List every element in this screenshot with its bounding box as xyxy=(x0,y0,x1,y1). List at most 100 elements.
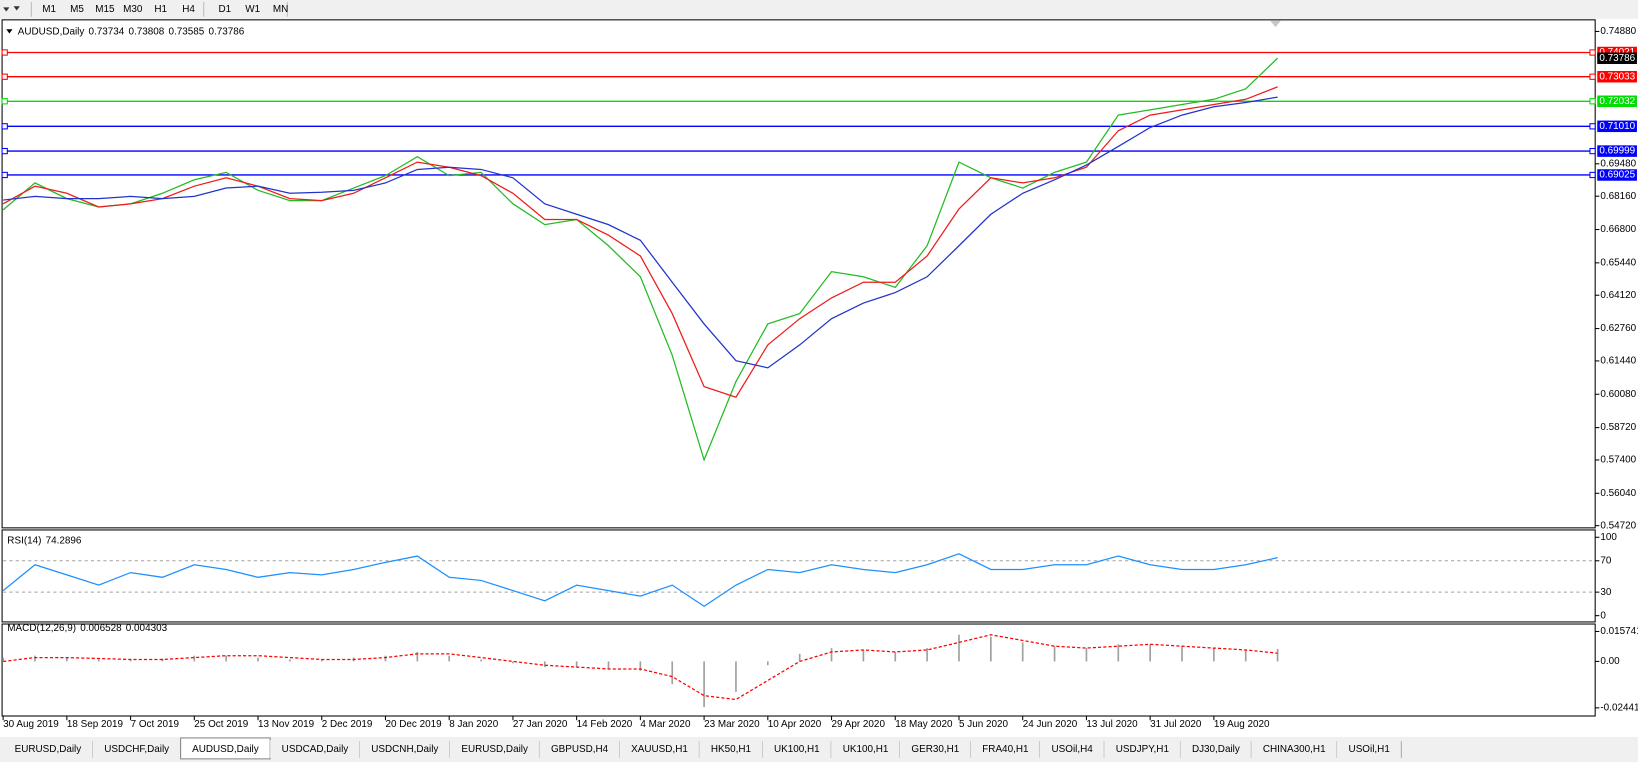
timeframe-button[interactable]: H4 xyxy=(182,4,195,15)
header-value: 0.004303 xyxy=(126,623,168,634)
macd-bar xyxy=(480,659,482,662)
macd-bar xyxy=(671,661,674,685)
tab[interactable]: USOil,H1 xyxy=(1337,740,1402,758)
tab-label[interactable]: USDCNH,Daily xyxy=(371,744,438,755)
y-tick-label: 0 xyxy=(1600,610,1606,621)
tab[interactable]: USDCNH,Daily xyxy=(359,740,451,758)
tab-background xyxy=(1039,740,1105,758)
timeframe-button[interactable]: M5 xyxy=(70,4,84,15)
macd-bar xyxy=(129,659,132,662)
toolbar-icon[interactable] xyxy=(3,6,20,12)
timeframe-button[interactable]: M1 xyxy=(42,4,56,15)
y-tick-label: -0.024412 xyxy=(1600,702,1638,713)
tab-background xyxy=(3,740,93,758)
tab-label[interactable]: USOil,H1 xyxy=(1349,744,1391,755)
tab[interactable]: HK50,H1 xyxy=(699,740,764,758)
timeframe-button[interactable]: H1 xyxy=(154,4,167,15)
macd-bar xyxy=(320,659,323,662)
x-tick-label: 18 May 2020 xyxy=(895,719,953,730)
tab-label[interactable]: CHINA300,H1 xyxy=(1263,744,1326,755)
macd-bar xyxy=(1149,644,1151,662)
header-value: 0.73786 xyxy=(208,26,244,37)
timeframe-button[interactable]: W1 xyxy=(245,4,260,15)
panel-title: AUDUSD,Daily xyxy=(18,26,85,37)
macd-bar xyxy=(639,661,642,671)
tab-background xyxy=(1180,740,1252,758)
tab-label[interactable]: USDJPY,H1 xyxy=(1116,744,1170,755)
tab-label[interactable]: UK100,H1 xyxy=(843,744,889,755)
y-tick-label: 0.61440 xyxy=(1600,356,1636,367)
x-tick-label: 7 Oct 2019 xyxy=(131,719,180,730)
x-tick-label: 8 Jan 2020 xyxy=(449,719,498,730)
tab-background xyxy=(699,740,763,758)
tab-label[interactable]: GBPUSD,H4 xyxy=(551,744,609,755)
tab-background xyxy=(619,740,700,758)
panel-header: MACD(12,26,9) 0.006528 0.004303 xyxy=(7,623,167,634)
tab-background xyxy=(1251,740,1338,758)
y-tick-label: 0.58720 xyxy=(1600,422,1636,433)
macd-bar xyxy=(703,661,705,708)
tab-label[interactable]: GER30,H1 xyxy=(911,744,959,755)
level-label: 0.69999 xyxy=(1599,146,1635,157)
macd-bar xyxy=(1244,649,1247,662)
tab-label[interactable]: EURUSD,Daily xyxy=(461,744,528,755)
x-tick-label: 19 Aug 2020 xyxy=(1214,719,1270,730)
timeframe-button[interactable]: D1 xyxy=(218,4,231,15)
x-tick-label: 25 Oct 2019 xyxy=(194,719,248,730)
x-tick-label: 10 Apr 2020 xyxy=(768,719,822,730)
tab-label[interactable]: UK100,H1 xyxy=(774,744,820,755)
timeframe-button[interactable]: MN xyxy=(273,4,288,15)
macd-bar xyxy=(512,661,514,664)
tab-label[interactable]: FRA40,H1 xyxy=(982,744,1029,755)
tab[interactable]: DJ30,Daily xyxy=(1180,740,1252,758)
level-handle xyxy=(1589,123,1596,130)
y-tick-label: 0.69480 xyxy=(1600,158,1636,169)
tab-background xyxy=(539,740,620,758)
tab[interactable]: UK100,H1 xyxy=(831,740,901,758)
level-handle xyxy=(1,147,8,155)
tab[interactable]: GER30,H1 xyxy=(899,740,972,758)
tab[interactable]: GBPUSD,H4 xyxy=(539,740,621,758)
tab[interactable]: CHINA300,H1 xyxy=(1251,740,1338,758)
tab[interactable]: XAUUSD,H1 xyxy=(619,740,700,758)
tab-label[interactable]: USDCAD,Daily xyxy=(282,744,349,755)
tab[interactable]: USDCAD,Daily xyxy=(270,740,361,758)
header-value: 0.73734 xyxy=(89,26,125,37)
tab-label[interactable]: EURUSD,Daily xyxy=(15,744,82,755)
tab[interactable]: USDJPY,H1 xyxy=(1104,740,1181,758)
x-tick-label: 24 Jun 2020 xyxy=(1023,719,1078,730)
level-handle xyxy=(1589,171,1596,179)
tab[interactable]: USOil,H4 xyxy=(1039,740,1105,758)
rsi-panel xyxy=(1,529,1596,623)
level-label-box xyxy=(1597,95,1637,108)
price-panel xyxy=(1,19,1596,529)
y-tick-label: 0.00 xyxy=(1600,656,1620,667)
tab-label[interactable]: USDCHF,Daily xyxy=(104,744,169,755)
tab-label[interactable]: XAUUSD,H1 xyxy=(631,744,688,755)
tab-label[interactable]: DJ30,Daily xyxy=(1192,744,1240,755)
x-tick-label: 20 Dec 2019 xyxy=(385,719,442,730)
macd-bar xyxy=(97,659,100,662)
timeframe-button[interactable]: M30 xyxy=(123,4,143,15)
header-arrow xyxy=(6,29,13,34)
tab[interactable]: UK100,H1 xyxy=(762,740,832,758)
x-tick-label: 18 Sep 2019 xyxy=(67,719,124,730)
macd-bar xyxy=(66,657,68,662)
tab[interactable]: USDCHF,Daily xyxy=(92,740,182,758)
tab-label[interactable]: USOil,H4 xyxy=(1051,744,1093,755)
tab[interactable]: EURUSD,Daily xyxy=(449,740,540,758)
header-value: 0.006528 xyxy=(80,623,122,634)
y-tick-label: 0.60080 xyxy=(1600,389,1636,400)
tab-label[interactable]: AUDUSD,Daily xyxy=(192,744,259,755)
tab-label[interactable]: HK50,H1 xyxy=(711,744,752,755)
x-tick-label: 4 Mar 2020 xyxy=(640,719,691,730)
timeframe-button[interactable]: M15 xyxy=(95,4,115,15)
tab-background xyxy=(92,740,181,758)
panel-title: MACD(12,26,9) xyxy=(7,623,76,634)
tab[interactable]: EURUSD,Daily xyxy=(3,740,94,758)
series-line xyxy=(3,96,1278,369)
tab-background xyxy=(449,740,540,758)
tab[interactable]: FRA40,H1 xyxy=(970,740,1041,758)
tab[interactable]: AUDUSD,Daily xyxy=(180,737,271,760)
macd-bar xyxy=(2,657,4,662)
